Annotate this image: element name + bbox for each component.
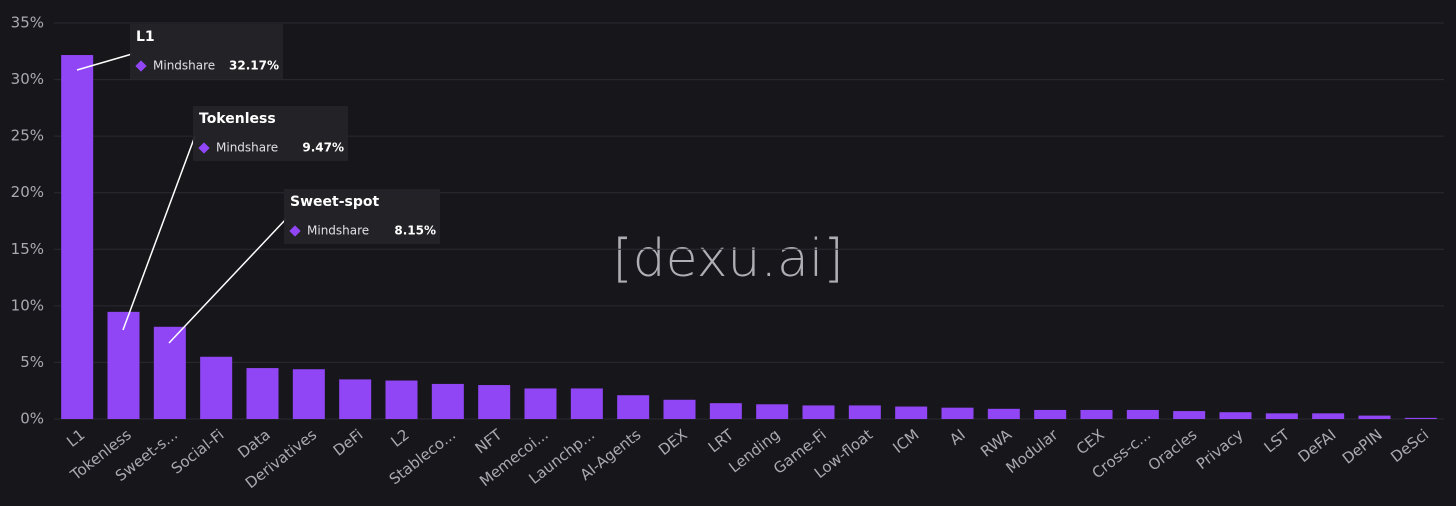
y-tick-label: 15%: [11, 240, 44, 258]
tooltip-series: Mindshare: [307, 224, 369, 238]
bar: [1219, 412, 1252, 419]
y-tick-label: 0%: [20, 410, 44, 428]
bar: [200, 356, 233, 419]
tooltip: [284, 189, 440, 244]
tooltip-marker: [198, 142, 210, 154]
y-tick-label: 10%: [11, 296, 44, 314]
bar: [1358, 415, 1391, 419]
tooltip-value: 8.15%: [394, 224, 436, 238]
bar: [339, 379, 372, 419]
y-tick-label: 5%: [20, 353, 44, 371]
bar: [385, 380, 418, 419]
bar: [431, 383, 464, 419]
bar: [756, 404, 789, 419]
bar: [153, 326, 186, 419]
tooltip-connector: [168, 218, 287, 344]
tooltip-connector: [122, 135, 196, 331]
bar: [246, 368, 279, 419]
bar: [1080, 409, 1113, 419]
tooltip-title: Tokenless: [199, 111, 276, 127]
tooltip-connector: [76, 53, 133, 71]
bar: [941, 407, 974, 419]
bar: [1404, 417, 1437, 419]
y-tick-label: 30%: [11, 70, 44, 88]
y-tick-label: 35%: [11, 14, 44, 32]
tooltip-title: L1: [136, 29, 155, 45]
tooltip-title: Sweet-spot: [290, 194, 379, 210]
watermark: [dexu.ai]: [612, 229, 843, 289]
bar: [895, 406, 928, 419]
bar: [61, 55, 94, 419]
bar: [1034, 409, 1067, 419]
bar: [570, 388, 603, 419]
bar: [987, 408, 1020, 419]
tooltip-value: 32.17%: [229, 59, 279, 73]
bar: [663, 399, 696, 419]
bar: [1312, 413, 1345, 419]
bar: [1126, 409, 1159, 419]
bar: [524, 388, 557, 419]
bar: [802, 405, 835, 419]
bar: [478, 385, 511, 419]
tooltip-marker: [289, 225, 301, 237]
bar: [617, 395, 650, 419]
y-tick-label: 25%: [11, 127, 44, 145]
bar: [1173, 411, 1206, 419]
y-tick-label: 20%: [11, 183, 44, 201]
tooltip-value: 9.47%: [302, 141, 344, 155]
bar: [1265, 413, 1298, 419]
tooltip-series: Mindshare: [216, 141, 278, 155]
bar: [848, 405, 881, 419]
tooltip: [193, 106, 348, 161]
tooltip: [130, 24, 283, 79]
bar: [292, 369, 325, 419]
tooltip-series: Mindshare: [153, 59, 215, 73]
bar: [709, 403, 742, 419]
